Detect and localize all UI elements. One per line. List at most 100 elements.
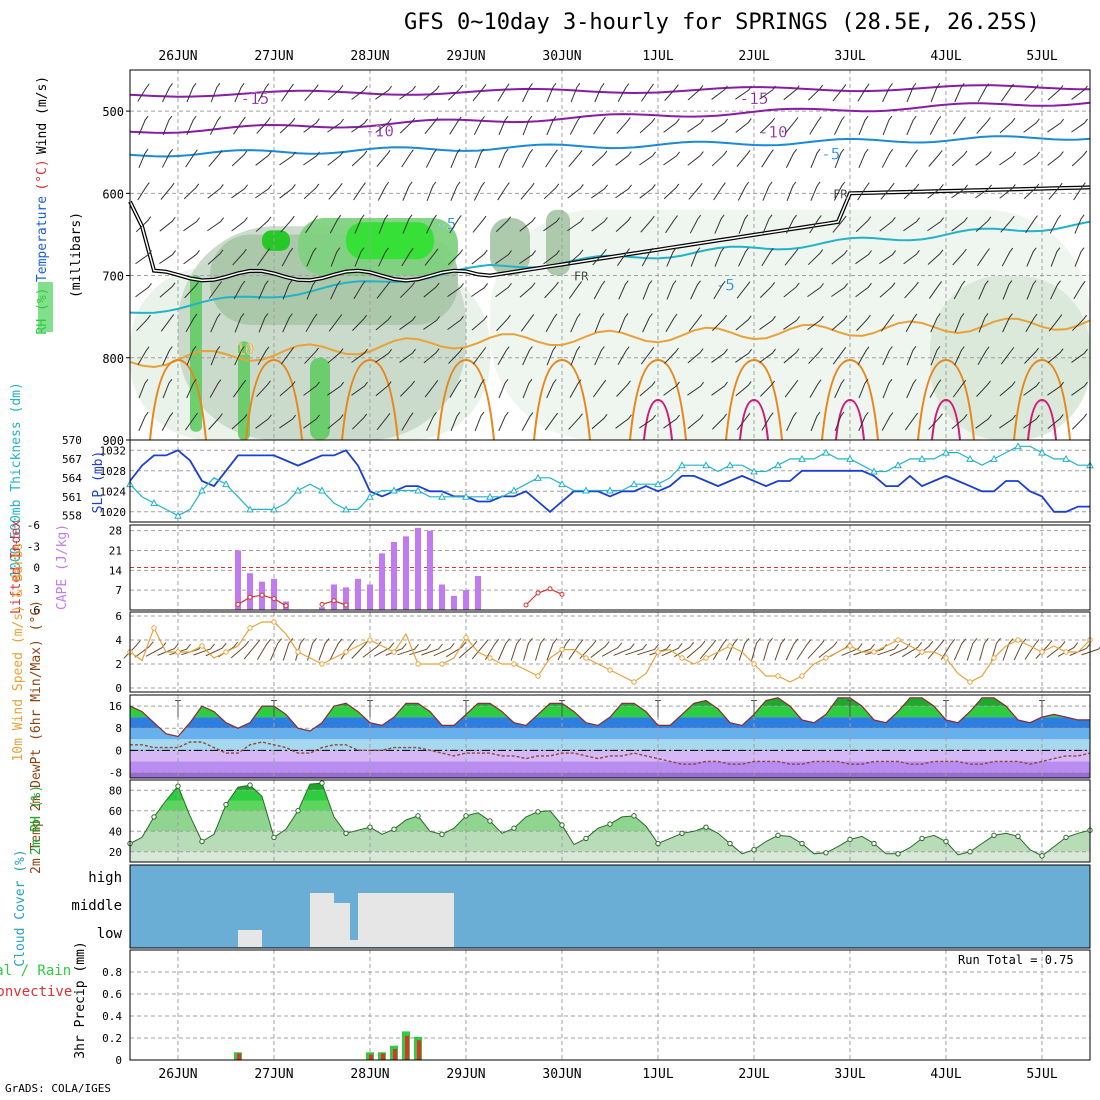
wind-barb <box>951 150 968 167</box>
wind-barb <box>1071 381 1088 396</box>
rh-marker <box>535 809 541 815</box>
wind-barb <box>930 313 941 333</box>
isotherm-plus15 <box>149 358 207 441</box>
temp-tick-label: 16 <box>109 700 122 713</box>
rh-marker <box>175 783 181 789</box>
rh-tick-label: 20 <box>109 846 122 859</box>
wind-barb <box>327 381 345 396</box>
wind-barb-10m <box>649 643 671 656</box>
thickness-marker <box>678 461 686 469</box>
wind-barb <box>786 181 797 201</box>
wind-barb <box>905 313 918 333</box>
wind-barb-10m <box>686 640 706 659</box>
wind-barb <box>759 348 776 363</box>
thickness-marker <box>606 486 614 494</box>
date-tick-label-top: 5JUL <box>1026 49 1057 64</box>
wind-barb <box>329 214 342 234</box>
isotherm-plus20 <box>931 398 961 441</box>
rh-marker <box>487 818 493 824</box>
wind-speed-marker <box>1015 637 1021 643</box>
wind-barb <box>906 115 917 136</box>
thickness-marker <box>486 492 494 500</box>
cape-bar <box>415 527 421 610</box>
wind-barb <box>327 151 344 166</box>
wind-barb <box>642 280 653 300</box>
wind-barb-10m <box>409 644 431 656</box>
wind-barb <box>210 346 221 366</box>
wind-barb <box>711 348 728 363</box>
wind-barb <box>832 215 847 233</box>
wind-barb <box>665 313 678 333</box>
lifted-index-marker <box>559 591 565 597</box>
wind-barb <box>1050 280 1061 300</box>
wind-speed-marker <box>991 655 997 661</box>
cloud-block <box>238 930 262 947</box>
cape-bar <box>463 590 469 610</box>
wind-barb-10m <box>966 638 978 661</box>
wind-barb <box>930 82 941 103</box>
wind-barb <box>1047 85 1064 101</box>
wind-barb <box>257 248 270 266</box>
wind-barb <box>423 282 440 298</box>
lifted-index-marker <box>535 590 541 596</box>
temp-tick-label: -8 <box>109 766 122 779</box>
rh-marker <box>823 850 829 856</box>
wind-barb <box>663 381 680 396</box>
date-tick-label-top: 28JUN <box>350 49 389 64</box>
wind-speed-marker <box>871 649 877 655</box>
wind-barb <box>1047 348 1064 364</box>
wind-barb <box>831 249 848 265</box>
wind-barb <box>784 379 799 398</box>
wind-barb-10m <box>546 638 558 661</box>
wind-barb <box>474 148 485 169</box>
wind-barb <box>591 217 608 232</box>
precip-convective-bar <box>405 1035 409 1060</box>
run-total-label: Run Total = 0.75 <box>958 953 1074 967</box>
wind-barb <box>354 214 365 234</box>
wind-barb <box>690 280 701 300</box>
wind-barb <box>183 250 200 265</box>
wind-barb <box>208 413 223 430</box>
wind-barb <box>327 414 344 429</box>
wind-barb <box>1024 347 1039 364</box>
wind-barb-10m <box>991 638 1001 661</box>
wind-barb <box>810 148 821 169</box>
isotherm-label: FR <box>833 187 848 201</box>
cloud-block <box>346 940 362 947</box>
wind-barb <box>498 148 509 169</box>
wind-barb <box>519 250 536 265</box>
wind-barb <box>592 248 607 266</box>
wind-barb <box>665 215 678 234</box>
wind-barb <box>399 117 416 134</box>
wind-barb <box>543 250 560 265</box>
wind-barb <box>160 314 175 332</box>
lifted-index-marker <box>235 601 241 607</box>
thickness-marker <box>702 461 710 469</box>
rh-shaded-region <box>346 222 434 260</box>
wind-barb <box>303 183 320 200</box>
slp-frame <box>129 439 1091 523</box>
wind-barb <box>544 412 559 431</box>
wind-barb <box>927 184 944 199</box>
wind-barb <box>759 282 776 299</box>
wind-axis-label: 10m Wind Speed (m/s) & Barbs <box>11 542 26 761</box>
wind-barb <box>593 280 606 300</box>
wind-barb-10m <box>979 638 989 661</box>
upper-air-ylabel-part: Temperature <box>35 196 50 282</box>
wind-barb <box>1072 413 1088 430</box>
wind-barb <box>1000 347 1015 365</box>
wind-barb-10m <box>523 638 533 661</box>
rh-marker <box>871 840 877 847</box>
pressure-tick-label: 600 <box>102 187 124 201</box>
wind-barb <box>401 149 414 168</box>
wind-barb <box>377 181 390 201</box>
wind-barb <box>234 83 245 103</box>
temp-axis-label: 2m Temp 2m DewPt (6hr Min/Max) (°C) <box>29 600 44 874</box>
rh-shaded-region <box>262 230 290 251</box>
wind-barb <box>495 250 512 265</box>
rh-marker <box>1015 833 1021 840</box>
wind-speed-marker <box>463 634 469 641</box>
wind-barb-10m <box>145 642 167 657</box>
wind-barb <box>231 150 248 167</box>
wind-speed-marker <box>487 655 493 661</box>
